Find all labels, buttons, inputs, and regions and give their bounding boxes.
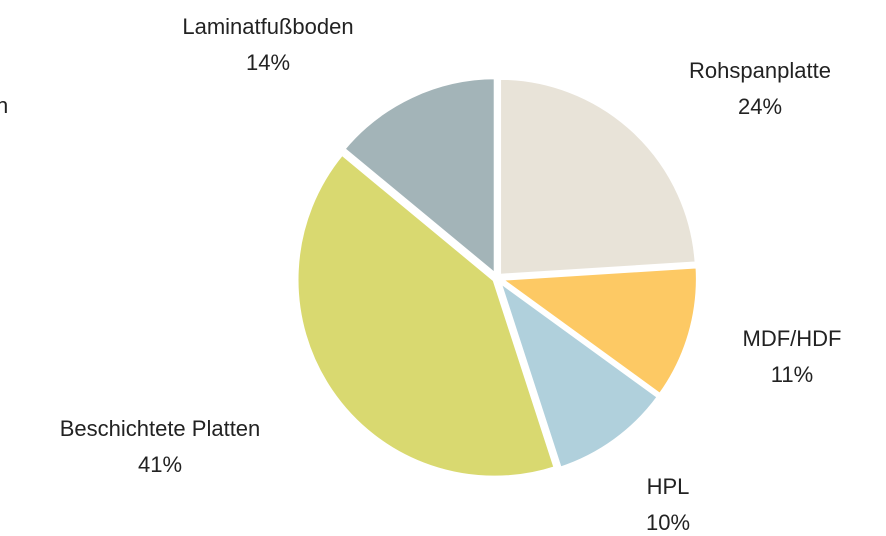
pie-slice (496, 278, 661, 471)
slice-value-label: 24% (738, 94, 782, 119)
slice-value-label: 10% (646, 510, 690, 535)
slice-label: Rohspanplatte (689, 58, 831, 83)
slice-label: Beschichtete Platten (60, 416, 261, 441)
pie-slice (294, 151, 558, 480)
slice-value-label: 14% (246, 50, 290, 75)
annotation: n (0, 93, 8, 118)
pie-slice (341, 75, 498, 278)
pie-slice (497, 264, 700, 398)
slice-label: MDF/HDF (743, 326, 842, 351)
pie-slice (497, 75, 699, 278)
slice-label: Laminatfußboden (182, 14, 353, 39)
slice-value-label: 11% (771, 362, 813, 387)
slice-label: HPL (647, 474, 690, 499)
slice-value-label: 41% (138, 452, 182, 477)
